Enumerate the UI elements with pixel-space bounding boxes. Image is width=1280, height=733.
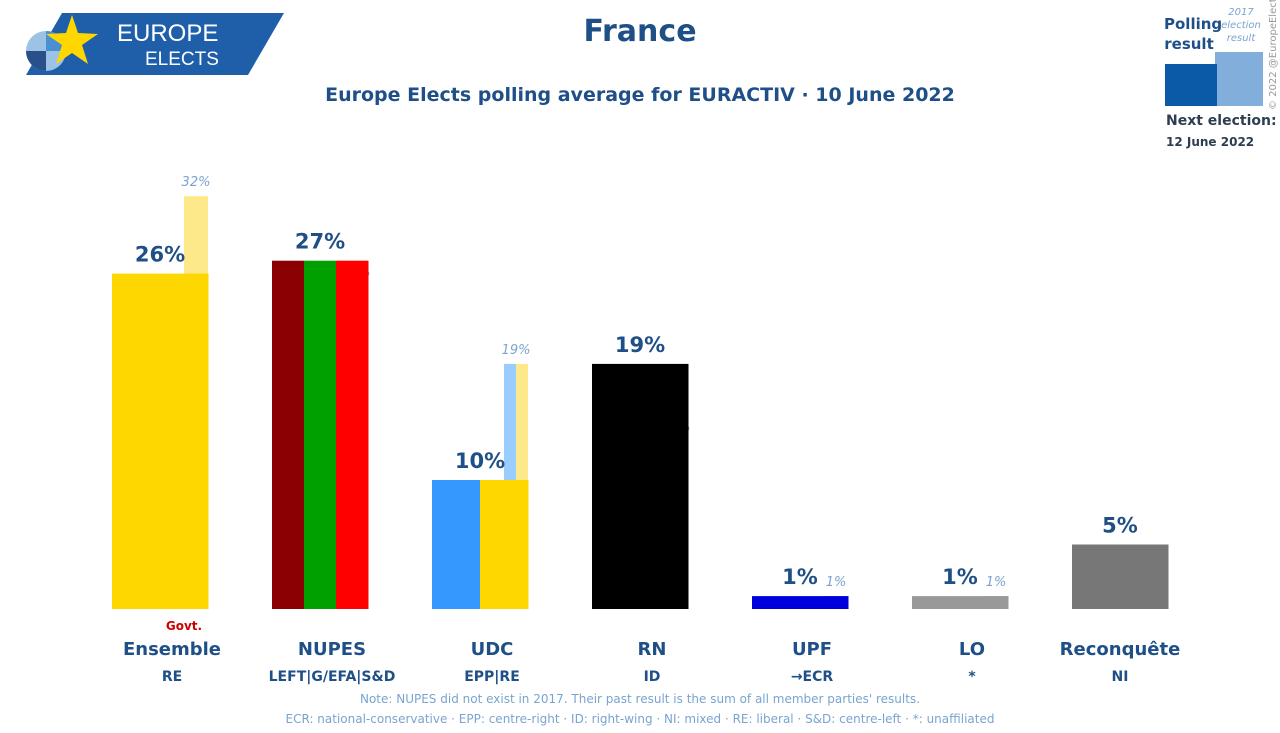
party-group-reconqu-te: NI	[1112, 669, 1129, 685]
bar-poll-lo-seg0	[912, 596, 1009, 609]
note-line1: Note: NUPES did not exist in 2017. Their…	[359, 692, 921, 706]
party-name-lo: LO	[959, 639, 985, 660]
logo-line2: ELECTS	[145, 49, 219, 70]
bar-poll-rn-seg0	[592, 363, 689, 609]
label-2017-upf: 1%	[826, 575, 847, 590]
label-2017-ensemble: 32%	[182, 175, 211, 190]
label-poll-ensemble: 26%	[135, 243, 185, 267]
label-poll-rn: 19%	[615, 333, 665, 357]
bar-poll-udc-seg1	[480, 480, 529, 609]
bar-poll-reconqu-te-seg0	[1072, 544, 1169, 609]
label-2017-lo: 1%	[986, 575, 1007, 590]
label-2017-udc: 19%	[502, 343, 531, 358]
star-icon	[46, 15, 98, 64]
party-name-rn: RN	[638, 639, 667, 660]
bar-poll-nupes-seg1	[304, 260, 337, 609]
bar-poll-ensemble-seg0	[112, 273, 209, 609]
label-poll-lo: 1%	[942, 565, 978, 589]
label-poll-upf: 1%	[782, 565, 818, 589]
bar-poll-nupes-seg2	[336, 260, 369, 609]
next-election-date: 12 June 2022	[1166, 135, 1255, 149]
party-group-nupes: LEFT|G/EFA|S&D	[269, 669, 396, 685]
label-poll-nupes: 27%	[295, 230, 345, 254]
party-name-nupes: NUPES	[298, 639, 366, 660]
party-name-upf: UPF	[792, 639, 832, 660]
note-line2: ECR: national-conservative · EPP: centre…	[285, 712, 995, 726]
logo-line1: EUROPE	[117, 20, 218, 47]
page-title: France	[583, 14, 697, 49]
party-group-udc: EPP|RE	[464, 669, 520, 685]
legend-polling-label: Polling result	[1164, 15, 1223, 53]
party-name-udc: UDC	[471, 639, 514, 660]
bar-poll-upf-seg0	[752, 596, 849, 609]
party-group-lo: *	[968, 669, 976, 685]
label-poll-reconqu-te: 5%	[1102, 514, 1138, 538]
bar-poll-udc-seg0	[432, 480, 481, 609]
legend-election-swatch	[1215, 52, 1263, 106]
party-name-reconqu-te: Reconquête	[1060, 639, 1181, 660]
next-election-label: Next election:	[1166, 113, 1277, 129]
govt-tag-ensemble: Govt.	[166, 619, 202, 633]
legend-election-label: 2017 election result	[1221, 7, 1261, 44]
party-group-upf: →ECR	[791, 669, 834, 685]
label-poll-udc: 10%	[455, 449, 505, 473]
party-group-ensemble: RE	[162, 669, 182, 685]
party-group-rn: ID	[644, 669, 661, 685]
europe-elects-logo: EUROPE ELECTS	[26, 13, 284, 75]
page-subtitle: Europe Elects polling average for EURACT…	[325, 84, 955, 106]
bar-poll-nupes-seg0	[272, 260, 305, 609]
party-name-ensemble: Ensemble	[123, 639, 221, 660]
legend-polling-swatch	[1165, 64, 1217, 106]
